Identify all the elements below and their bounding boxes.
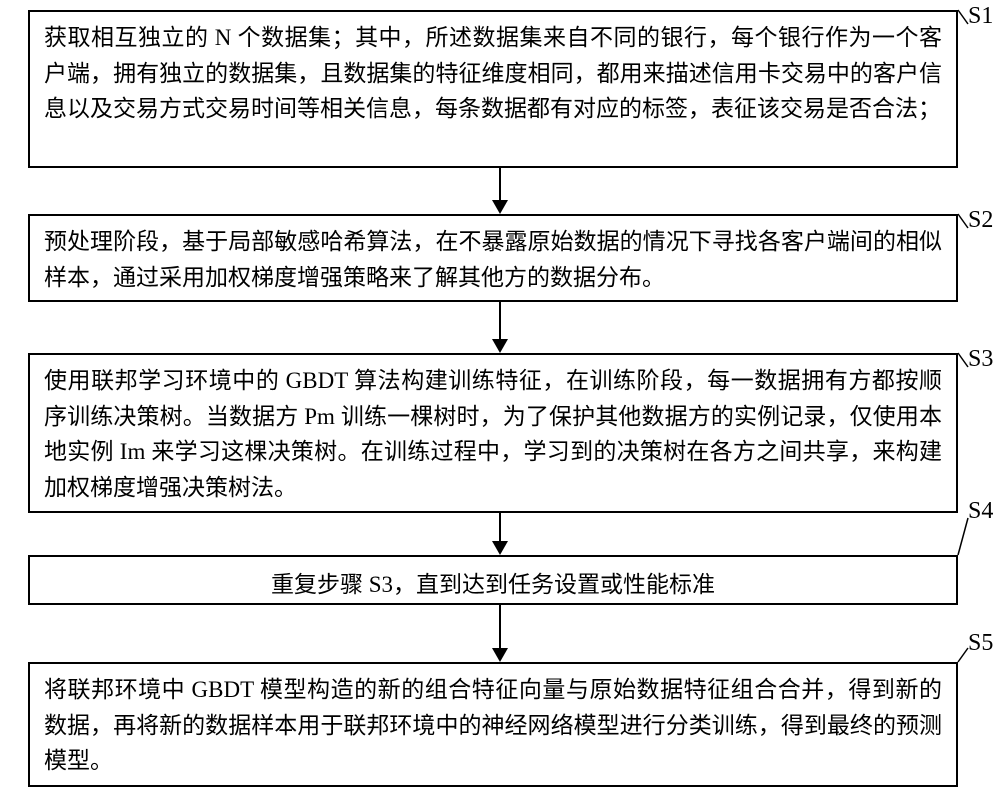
step-s2-box: 预处理阶段，基于局部敏感哈希算法，在不暴露原始数据的情况下寻找各客户端间的相似样… [28,214,958,302]
step-s2-label: S2 [968,207,993,234]
arrow-s3-s4-head [492,541,508,555]
arrow-s3-s4-line [499,513,501,541]
step-s1-text: 获取相互独立的 N 个数据集；其中，所述数据集来自不同的银行，每个银行作为一个客… [44,25,942,121]
step-s5-box: 将联邦环境中 GBDT 模型构造的新的组合特征向量与原始数据特征组合合并，得到新… [28,662,958,787]
step-s5-label: S5 [968,630,993,657]
arrow-s4-s5-line [499,605,501,648]
step-s5-text: 将联邦环境中 GBDT 模型构造的新的组合特征向量与原始数据特征组合合并，得到新… [44,677,942,773]
flowchart-container: 获取相互独立的 N 个数据集；其中，所述数据集来自不同的银行，每个银行作为一个客… [0,0,1000,802]
step-s3-box: 使用联邦学习环境中的 GBDT 算法构建训练特征，在训练阶段，每一数据拥有方都按… [28,353,958,513]
step-s4-text: 重复步骤 S3，直到达到任务设置或性能标准 [271,572,715,597]
step-s3-text: 使用联邦学习环境中的 GBDT 算法构建训练特征，在训练阶段，每一数据拥有方都按… [44,368,942,500]
step-s3-label: S3 [968,346,993,373]
step-s4-label: S4 [968,498,993,525]
arrow-s1-s2-head [492,200,508,214]
arrow-s1-s2-line [499,168,501,200]
step-s1-label: S1 [968,3,993,30]
step-s1-box: 获取相互独立的 N 个数据集；其中，所述数据集来自不同的银行，每个银行作为一个客… [28,10,958,168]
arrow-s2-s3-line [499,302,501,339]
arrow-s2-s3-head [492,339,508,353]
step-s2-text: 预处理阶段，基于局部敏感哈希算法，在不暴露原始数据的情况下寻找各客户端间的相似样… [44,229,942,290]
arrow-s4-s5-head [492,648,508,662]
step-s4-box: 重复步骤 S3，直到达到任务设置或性能标准 [28,555,958,605]
